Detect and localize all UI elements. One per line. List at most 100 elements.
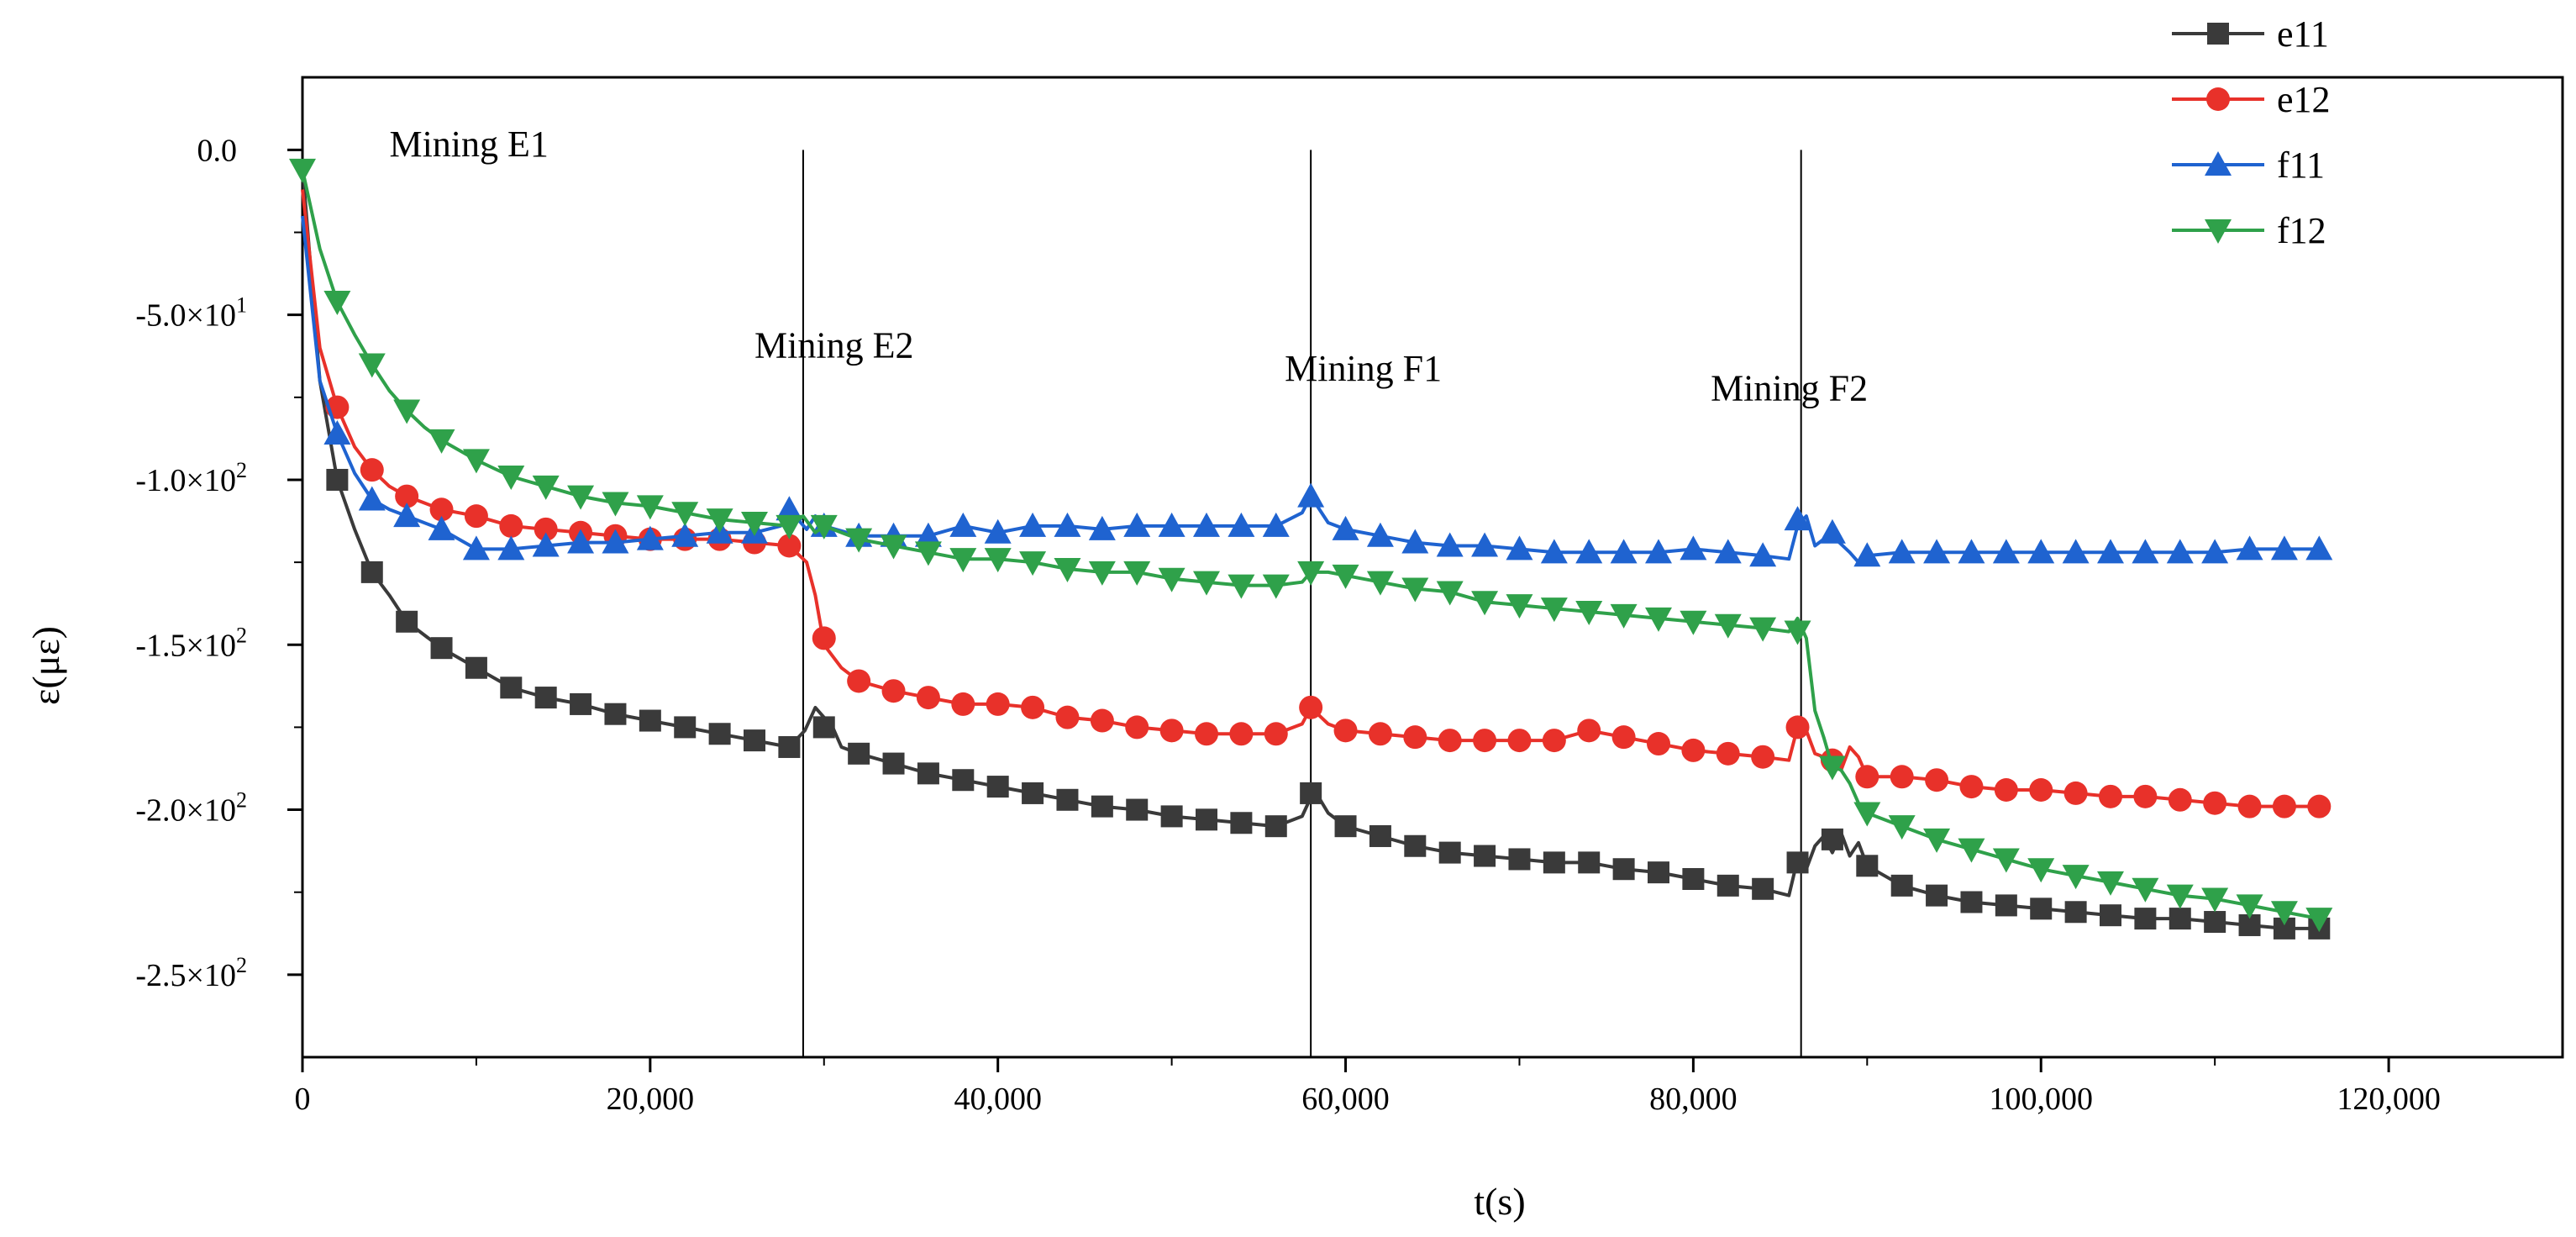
data-point-circle: [1959, 775, 1984, 799]
plot-frame: [301, 76, 2564, 1059]
annotation-label: Mining E1: [389, 124, 548, 165]
data-point-square: [674, 716, 697, 739]
data-point-square: [778, 735, 801, 758]
data-point-square: [744, 729, 765, 752]
data-point-triangle-up: [1888, 539, 1916, 564]
data-point-triangle-down: [1088, 561, 1116, 586]
axes-frame: 0 20,000 40,000 60,000 80,000 100,000 120,000 0…: [135, 76, 2564, 1117]
data-point-triangle-up: [1645, 539, 1672, 564]
legend: e11 e12 f11 f12: [2172, 13, 2331, 251]
data-point-triangle-down: [2201, 887, 2229, 913]
data-point-triangle-down: [1680, 610, 1707, 635]
legend-label: e11: [2277, 13, 2329, 55]
data-point-square: [1334, 815, 1357, 838]
data-point-triangle-down: [1645, 607, 1672, 632]
data-point-circle: [1333, 719, 1358, 743]
data-point-square: [396, 610, 418, 633]
data-point-square: [465, 656, 487, 679]
data-point-triangle-down: [1749, 617, 1777, 642]
data-point-square: [360, 561, 383, 583]
data-point-triangle-down: [1228, 574, 1255, 599]
data-point-triangle-down: [602, 492, 629, 517]
data-point-triangle-up: [2205, 151, 2232, 176]
data-point-triangle-up: [532, 532, 560, 557]
data-point-triangle-up: [1818, 518, 1846, 544]
data-point-triangle-down: [880, 534, 907, 560]
data-point-triangle-down: [1471, 591, 1499, 616]
data-point-triangle-down: [775, 514, 803, 540]
data-point-triangle-up: [1088, 515, 1116, 540]
legend-label: f11: [2277, 145, 2325, 186]
data-point-triangle-up: [2270, 535, 2298, 561]
axis-labels: t(s) ε(με): [24, 626, 1526, 1223]
legend-item-e11: e11: [2172, 13, 2329, 55]
data-point-circle: [2206, 87, 2230, 111]
data-point-triangle-up: [2305, 535, 2333, 561]
data-point-triangle-down: [1818, 755, 1846, 781]
annotation-label: Mining E2: [754, 325, 913, 366]
data-point-circle: [2168, 787, 2192, 812]
data-point-square: [2134, 908, 2157, 930]
data-point-square: [1196, 808, 1217, 831]
data-point-triangle-down: [1992, 848, 2020, 873]
data-point-circle: [812, 626, 836, 650]
data-point-square: [2030, 897, 2053, 920]
data-point-triangle-down: [428, 429, 455, 454]
y-tick-label: -2.5×102: [135, 953, 247, 993]
data-point-circle: [2237, 794, 2262, 819]
data-point-triangle-down: [532, 475, 560, 500]
data-point-circle: [1577, 719, 1601, 743]
data-point-square: [1508, 848, 1531, 871]
data-point-circle: [986, 692, 1010, 716]
data-point-triangle-down: [1506, 594, 1533, 619]
data-point-triangle-up: [2027, 539, 2055, 564]
data-point-triangle-down: [845, 528, 873, 553]
data-point-triangle-down: [323, 290, 351, 315]
data-point-square: [1995, 894, 2017, 917]
y-tick-label: -2.0×102: [135, 788, 247, 829]
series-f11: [301, 215, 2333, 567]
data-point-circle: [360, 458, 384, 482]
data-point-circle: [499, 513, 523, 538]
data-point-triangle-up: [1923, 539, 1951, 564]
data-point-triangle-up: [775, 496, 803, 521]
data-point-triangle-down: [2270, 901, 2298, 926]
data-point-triangle-down: [741, 512, 768, 536]
x-tick-label: 40,000: [954, 1082, 1042, 1117]
data-point-circle: [2099, 784, 2122, 808]
data-point-square: [1369, 824, 1391, 847]
data-point-triangle-up: [1958, 539, 1985, 564]
data-point-circle: [1195, 722, 1218, 746]
data-point-triangle-down: [1436, 581, 1464, 606]
data-point-triangle-down: [706, 508, 733, 534]
data-point-triangle-down: [1853, 802, 1881, 827]
data-point-circle: [847, 669, 871, 693]
data-point-triangle-down: [393, 399, 421, 424]
data-point-triangle-up: [2132, 539, 2159, 564]
data-point-triangle-up: [393, 503, 421, 528]
x-tick-label: 80,000: [1649, 1082, 1737, 1117]
data-point-square: [1648, 861, 1669, 884]
data-point-triangle-down: [1923, 828, 1951, 853]
data-point-triangle-up: [2097, 539, 2124, 564]
data-point-square: [1474, 845, 1496, 867]
data-point-triangle-up: [1158, 512, 1185, 537]
data-point-triangle-up: [567, 529, 595, 554]
data-point-triangle-down: [1888, 815, 1916, 840]
data-point-square: [326, 468, 349, 491]
x-tick-label: 60,000: [1301, 1082, 1390, 1117]
data-point-square: [1126, 798, 1149, 821]
data-point-square: [604, 703, 627, 725]
data-point-circle: [881, 679, 906, 703]
data-point-square: [2100, 904, 2121, 927]
data-point-triangle-down: [2236, 894, 2263, 919]
data-point-triangle-down: [984, 548, 1012, 573]
data-point-triangle-up: [1992, 539, 2020, 564]
data-point-triangle-up: [1610, 539, 1638, 564]
data-point-triangle-up: [358, 486, 386, 511]
data-point-square: [2064, 901, 2087, 924]
data-point-square: [2169, 908, 2191, 930]
data-point-triangle-down: [2062, 865, 2090, 890]
data-point-square: [1230, 812, 1253, 834]
